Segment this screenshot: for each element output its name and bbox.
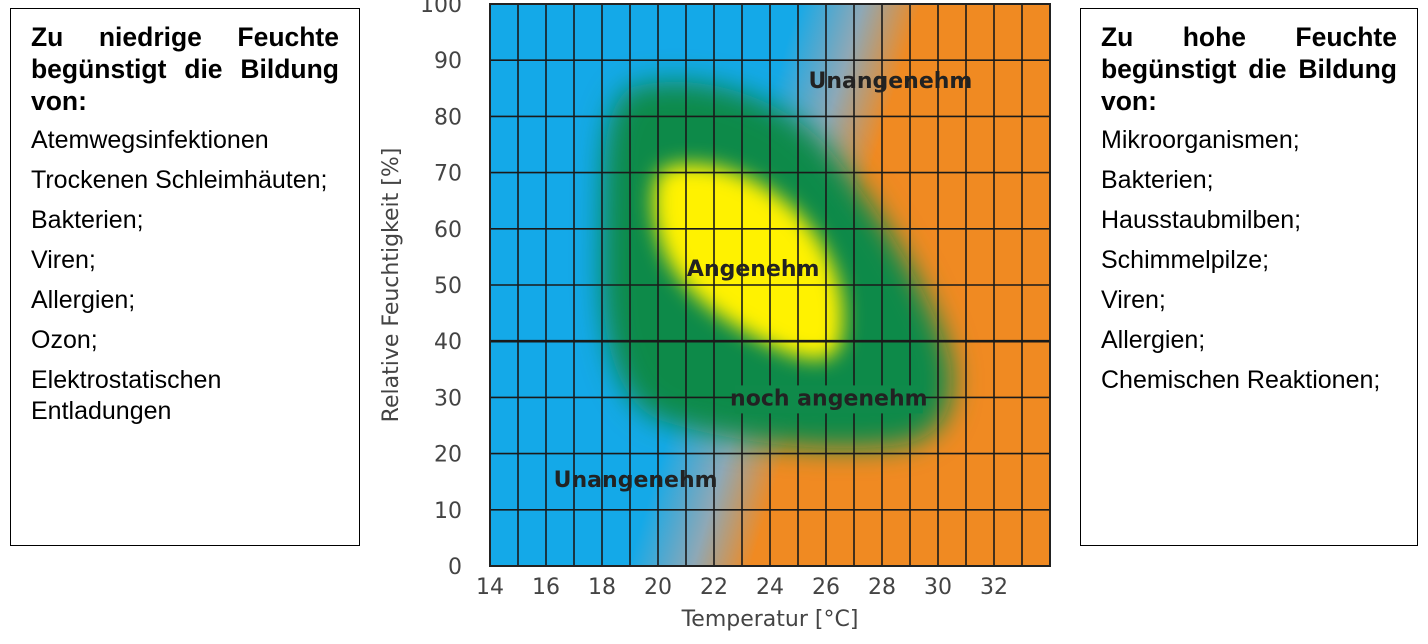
- y-tick-labels: 0 10 20 30 40 50 60 70 80 90 100: [420, 0, 462, 580]
- list-item: Allergien;: [31, 286, 136, 314]
- list-item: Hausstaubmilben;: [1101, 206, 1302, 234]
- low-humidity-title: Zu niedrige Feuchte begünstigt die Bildu…: [31, 22, 339, 116]
- y-tick-label: 30: [434, 386, 462, 411]
- high-humidity-title: Zu hohe Feuchte begünstigt die Bildung v…: [1101, 22, 1397, 116]
- low-humidity-box: Zu niedrige Feuchte begünstigt die Bildu…: [10, 8, 360, 546]
- x-tick-labels: 14 16 18 20 22 24 26 28 30 32: [476, 575, 1008, 600]
- list-item: Schimmelpilze;: [1101, 246, 1270, 274]
- list-item: Allergien;: [1101, 326, 1206, 354]
- x-tick-label: 26: [812, 575, 840, 600]
- list-item: Viren;: [1101, 286, 1166, 314]
- plot-border: [489, 3, 1051, 567]
- list-item: Mikroorganismen;: [1101, 126, 1300, 154]
- high-humidity-list: Mikroorganismen; Bakterien; Hausstaubmil…: [1101, 125, 1397, 396]
- list-item: Atemwegsinfektionen: [31, 126, 269, 154]
- zone-label-backdrop: [734, 385, 923, 414]
- y-tick-label: 10: [434, 499, 462, 524]
- y-tick-label: 60: [434, 218, 462, 243]
- x-tick-label: 24: [756, 575, 784, 600]
- x-tick-label: 16: [532, 575, 560, 600]
- zone-angenehm: [653, 164, 844, 360]
- y-tick-label: 90: [434, 49, 462, 74]
- y-tick-label: 50: [434, 274, 462, 299]
- list-item: Elektrostatischen Entladungen: [31, 366, 222, 425]
- low-humidity-list: Atemwegsinfektionen Trockenen Schleimhäu…: [31, 125, 339, 427]
- y-tick-label: 40: [434, 330, 462, 355]
- y-axis-label: Relative Feuchtigkeit [%]: [379, 148, 404, 423]
- zone-label: Unangenehm: [808, 69, 972, 94]
- zone-label: Angenehm: [687, 257, 820, 282]
- comfort-chart: Unangenehm Unangenehm noch angenehm Angeneh…: [360, 0, 1080, 639]
- x-tick-label: 20: [644, 575, 672, 600]
- plot-area: [490, 4, 1050, 566]
- y-tick-label: 80: [434, 105, 462, 130]
- x-tick-label: 18: [588, 575, 616, 600]
- y-tick-label: 100: [420, 0, 462, 18]
- zone-labels: Unangenehm Unangenehm noch angenehm Angeneh…: [554, 69, 973, 493]
- zone-label: noch angenehm: [730, 386, 927, 411]
- list-item: Bakterien;: [1101, 166, 1214, 194]
- x-tick-label: 22: [700, 575, 728, 600]
- y-tick-label: 20: [434, 443, 462, 468]
- list-item: Viren;: [31, 246, 96, 274]
- y-tick-label: 70: [434, 162, 462, 187]
- list-item: Trockenen Schleimhäuten;: [31, 166, 328, 194]
- x-tick-label: 32: [980, 575, 1008, 600]
- x-tick-label: 28: [868, 575, 896, 600]
- x-tick-label: 14: [476, 575, 504, 600]
- x-axis-label: Temperatur [°C]: [681, 607, 859, 632]
- high-humidity-box: Zu hohe Feuchte begünstigt die Bildung v…: [1080, 8, 1418, 546]
- comfort-chart-svg: Unangenehm Unangenehm noch angenehm Angeneh…: [379, 0, 1051, 632]
- zone-label: Unangenehm: [554, 468, 718, 493]
- list-item: Chemischen Reaktionen;: [1101, 366, 1381, 394]
- x-tick-label: 30: [924, 575, 952, 600]
- y-tick-label: 0: [448, 555, 462, 580]
- list-item: Bakterien;: [31, 206, 144, 234]
- grid-lines: [490, 4, 1050, 566]
- list-item: Ozon;: [31, 326, 98, 354]
